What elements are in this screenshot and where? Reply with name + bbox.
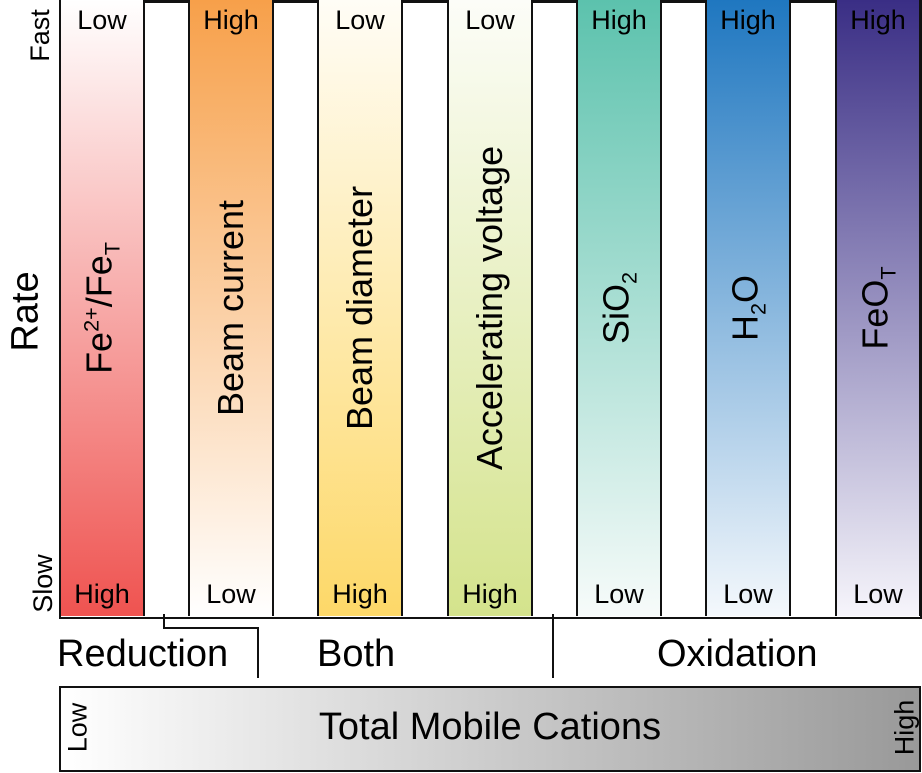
column-name: Fe2+/FeT (78, 242, 125, 374)
column-top-label: Low (335, 5, 385, 35)
column-name: Beam diameter (339, 185, 380, 431)
column-bottom-label: High (462, 579, 518, 609)
group-oxidation: Oxidation (657, 633, 818, 675)
total-mobile-cations-bar: Low Total Mobile Cations High (59, 686, 921, 772)
oxidation-divider (552, 614, 554, 678)
column-1: Low Fe2+/FeT High (59, 0, 145, 616)
group-reduction: Reduction (57, 633, 229, 675)
column-top-label: High (850, 5, 906, 35)
y-axis-label: Rate (4, 271, 47, 352)
column-name: H2O (724, 274, 771, 342)
column-7: High FeOT Low (835, 0, 921, 616)
column-top-label: High (203, 5, 259, 35)
column-2: High Beam current Low (188, 0, 274, 616)
column-name: Accelerating voltage (469, 145, 510, 471)
cations-high: High (889, 699, 920, 756)
column-top-label: High (591, 5, 647, 35)
reduction-bracket-a (163, 614, 165, 629)
column-name: FeOT (854, 266, 901, 350)
column-3: Low Beam diameter High (317, 0, 403, 616)
reduction-bracket-b (163, 627, 259, 629)
column-top-label: High (720, 5, 776, 35)
cations-label: Total Mobile Cations (318, 706, 662, 748)
column-bottom-label: High (74, 579, 130, 609)
group-both: Both (317, 633, 396, 675)
column-bottom-label: High (332, 579, 388, 609)
column-bottom-label: Low (206, 579, 256, 609)
column-5: High SiO2 Low (576, 0, 662, 616)
reduction-bracket-c (257, 627, 259, 678)
column-name: SiO2 (595, 271, 642, 345)
column-4: Low Accelerating voltage High (447, 0, 533, 616)
column-bottom-label: Low (853, 579, 903, 609)
column-name: Beam current (210, 199, 251, 417)
y-axis-slow: Slow (27, 554, 58, 613)
y-axis-fast: Fast (24, 9, 55, 62)
column-6: High H2O Low (705, 0, 791, 616)
column-top-label: Low (77, 5, 127, 35)
column-bottom-label: Low (723, 579, 773, 609)
column-top-label: Low (465, 5, 515, 35)
column-bottom-label: Low (594, 579, 644, 609)
